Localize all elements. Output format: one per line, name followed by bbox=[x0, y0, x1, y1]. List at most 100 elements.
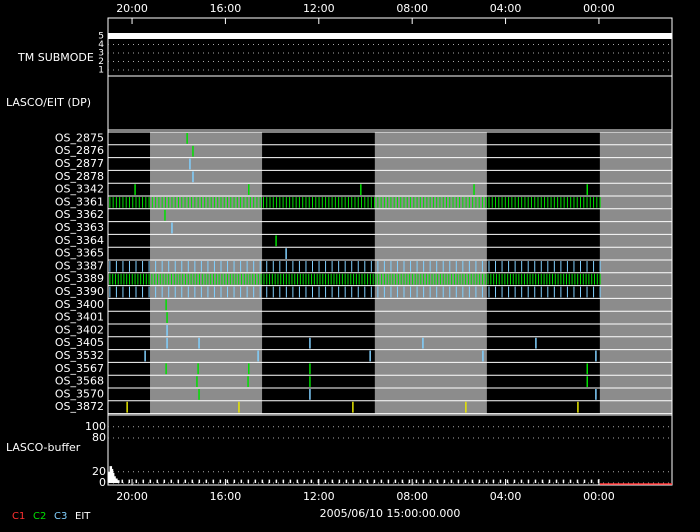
buffer-spike bbox=[576, 479, 579, 483]
buffer-spike bbox=[387, 479, 390, 483]
buffer-spike bbox=[324, 479, 327, 483]
buffer-spike bbox=[205, 479, 208, 483]
buffer-spike bbox=[184, 479, 187, 483]
top-tick-label: 16:00 bbox=[210, 2, 242, 15]
buffer-spike bbox=[289, 479, 292, 483]
buffer-spike bbox=[359, 479, 362, 483]
buffer-spike bbox=[163, 479, 166, 483]
row-label: OS_3402 bbox=[55, 323, 104, 336]
row-label: OS_3342 bbox=[55, 183, 104, 196]
buffer-spike bbox=[506, 479, 509, 483]
buffer-spike bbox=[303, 479, 306, 483]
row-label: OS_3390 bbox=[55, 285, 104, 298]
buffer-spike bbox=[443, 479, 446, 483]
level-label: 3 bbox=[98, 49, 104, 59]
buffer-spike bbox=[296, 479, 299, 483]
buffer-spike bbox=[345, 479, 348, 483]
buffer-label: LASCO-buffer bbox=[6, 441, 81, 454]
buffer-spike bbox=[373, 479, 376, 483]
bottom-tick-label: 00:00 bbox=[583, 490, 615, 503]
buffer-spike bbox=[464, 479, 467, 483]
buffer-spike bbox=[282, 479, 285, 483]
row-label: OS_3361 bbox=[55, 195, 104, 208]
row-label: OS_2876 bbox=[55, 144, 104, 157]
buffer-spike bbox=[583, 479, 586, 483]
level-label: 2 bbox=[98, 57, 104, 67]
buffer-spike bbox=[450, 479, 453, 483]
buffer-spike bbox=[422, 479, 425, 483]
buffer-spike bbox=[191, 479, 194, 483]
bottom-tick-label: 16:00 bbox=[210, 490, 242, 503]
timestamp: 2005/06/10 15:00:00.000 bbox=[320, 507, 461, 520]
buffer-spike bbox=[142, 479, 145, 483]
buffer-spike bbox=[513, 479, 516, 483]
buffer-spike bbox=[170, 479, 173, 483]
buffer-spike bbox=[310, 479, 313, 483]
buffer-spike bbox=[156, 479, 159, 483]
buffer-spike bbox=[534, 479, 537, 483]
buffer-spike bbox=[471, 479, 474, 483]
buffer-spike bbox=[198, 479, 201, 483]
top-tick-label: 20:00 bbox=[116, 2, 148, 15]
buffer-spike bbox=[499, 479, 502, 483]
bottom-tick-label: 20:00 bbox=[116, 490, 148, 503]
buffer-spike bbox=[149, 479, 152, 483]
buffer-spike bbox=[338, 479, 341, 483]
row-label: OS_2877 bbox=[55, 157, 104, 170]
row-label: OS_3568 bbox=[55, 375, 104, 388]
buffer-bar bbox=[111, 472, 115, 483]
buffer-tick-label: 0 bbox=[99, 476, 106, 489]
row-label: OS_3387 bbox=[55, 259, 104, 272]
row-label: OS_3567 bbox=[55, 362, 104, 375]
row-label: OS_3405 bbox=[55, 336, 104, 349]
buffer-spike bbox=[128, 479, 131, 483]
row-label: OS_3400 bbox=[55, 298, 104, 311]
buffer-spike bbox=[569, 479, 572, 483]
buffer-spike bbox=[219, 479, 222, 483]
buffer-spike bbox=[380, 479, 383, 483]
buffer-spike bbox=[247, 479, 250, 483]
buffer-spike bbox=[562, 479, 565, 483]
buffer-spike bbox=[401, 479, 404, 483]
row-label: OS_2878 bbox=[55, 170, 104, 183]
row-label: OS_3570 bbox=[55, 387, 104, 400]
top-tick-label: 08:00 bbox=[396, 2, 428, 15]
buffer-bar bbox=[115, 478, 118, 483]
buffer-spike bbox=[352, 479, 355, 483]
buffer-spike bbox=[478, 479, 481, 483]
level-label: 1 bbox=[98, 66, 104, 76]
bottom-tick-label: 08:00 bbox=[396, 490, 428, 503]
buffer-spike bbox=[135, 479, 138, 483]
buffer-spike bbox=[429, 479, 432, 483]
bottom-tick-label: 12:00 bbox=[303, 490, 335, 503]
row-label: OS_3401 bbox=[55, 311, 104, 324]
legend-entry: EIT bbox=[75, 511, 91, 522]
buffer-spike bbox=[415, 479, 418, 483]
buffer-spike bbox=[366, 479, 369, 483]
buffer-spike bbox=[317, 479, 320, 483]
buffer-spike bbox=[590, 479, 593, 483]
buffer-spike bbox=[548, 479, 551, 483]
row-label: OS_3362 bbox=[55, 208, 104, 221]
row-label: OS_3872 bbox=[55, 400, 104, 413]
buffer-spike bbox=[275, 479, 278, 483]
buffer-spike bbox=[177, 479, 180, 483]
tm-submode-value bbox=[108, 33, 672, 39]
buffer-bar bbox=[113, 476, 116, 483]
buffer-tick-label: 80 bbox=[92, 431, 106, 444]
row-label: OS_3364 bbox=[55, 234, 104, 247]
legend-entry: C2 bbox=[33, 511, 46, 522]
row-label: OS_3532 bbox=[55, 349, 104, 362]
buffer-spike bbox=[254, 479, 257, 483]
row-label: OS_3365 bbox=[55, 247, 104, 260]
buffer-spike bbox=[261, 479, 264, 483]
top-tick-label: 04:00 bbox=[490, 2, 522, 15]
buffer-spike bbox=[408, 479, 411, 483]
buffer-spike bbox=[436, 479, 439, 483]
dp-panel-label: LASCO/EIT (DP) bbox=[6, 96, 91, 109]
plot-frame bbox=[107, 17, 673, 486]
buffer-spike bbox=[485, 479, 488, 483]
